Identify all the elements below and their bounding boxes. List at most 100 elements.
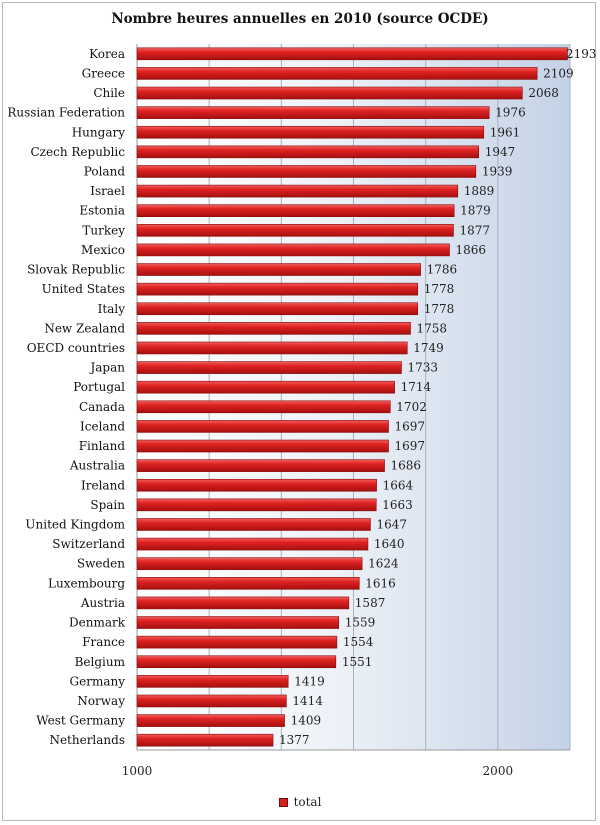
category-label: Korea [89, 47, 125, 61]
bar-finland [136, 439, 389, 453]
bar-japan [136, 361, 402, 374]
category-label: Spain [90, 498, 125, 512]
category-label: Netherlands [49, 733, 125, 747]
category-label: New Zealand [44, 321, 125, 335]
bar-new-zealand [136, 322, 411, 335]
category-label: Iceland [80, 419, 125, 433]
bar-ireland [136, 478, 377, 492]
category-label: Mexico [81, 243, 125, 257]
value-label: 1587 [355, 596, 386, 610]
value-label: 1664 [383, 478, 414, 492]
category-label: Japan [88, 361, 125, 375]
value-label: 1663 [382, 498, 413, 512]
category-label: United States [42, 282, 125, 296]
value-label: 1714 [401, 380, 432, 394]
value-label: 1624 [368, 557, 399, 571]
category-label: Austria [80, 596, 125, 610]
bar-belgium [136, 655, 337, 669]
bar-czech-republic [136, 145, 480, 159]
value-label: 1697 [395, 419, 426, 433]
value-label: 1554 [343, 635, 374, 649]
value-label: 2109 [543, 66, 574, 80]
x-tick-label: 2000 [483, 764, 514, 778]
category-label: Hungary [72, 125, 125, 139]
bar-sweden [136, 557, 363, 570]
bar-spain [136, 498, 377, 512]
value-label: 1640 [374, 537, 405, 551]
x-tick-label: 1000 [122, 764, 153, 778]
bar-united-states [136, 282, 419, 296]
category-label: Sweden [77, 557, 125, 571]
value-label: 1377 [279, 733, 310, 747]
category-label: Chile [93, 86, 125, 100]
bar-poland [136, 165, 477, 178]
legend-swatch [278, 798, 288, 807]
bar-russian-federation [136, 106, 490, 119]
bar-netherlands [136, 733, 274, 747]
bar-korea [136, 47, 568, 61]
bar-norway [136, 694, 287, 708]
bar-slovak-republic [136, 263, 421, 276]
bar-italy [136, 302, 419, 316]
value-label: 1559 [345, 616, 376, 630]
value-label: 1786 [427, 263, 458, 277]
value-label: 1733 [407, 361, 438, 375]
value-label: 1749 [413, 341, 444, 355]
category-label: Greece [82, 66, 125, 80]
category-label: West Germany [36, 714, 125, 728]
category-label: Czech Republic [31, 145, 126, 159]
value-label: 1877 [459, 223, 490, 237]
chart-title: Nombre heures annuelles en 2010 (source … [111, 11, 489, 27]
value-label: 1686 [391, 459, 422, 473]
value-label: 1702 [396, 400, 427, 414]
category-label: Norway [77, 694, 125, 708]
value-label: 1778 [424, 282, 455, 296]
category-label: OECD countries [27, 341, 125, 355]
bar-estonia [136, 204, 455, 217]
bar-australia [136, 459, 385, 472]
bar-portugal [136, 380, 395, 394]
bar-oecd-countries [136, 341, 408, 355]
category-label: Portugal [73, 380, 125, 394]
value-label: 1409 [291, 714, 322, 728]
category-label: Russian Federation [7, 106, 125, 120]
category-label: United Kingdom [25, 517, 125, 531]
category-label: Belgium [75, 655, 126, 669]
bar-united-kingdom [136, 518, 371, 531]
category-label: Canada [79, 400, 125, 414]
value-label: 1616 [365, 576, 396, 590]
legend: total [0, 795, 600, 809]
bar-canada [136, 400, 391, 414]
value-label: 1647 [376, 517, 407, 531]
value-label: 1879 [460, 204, 491, 218]
category-label: France [82, 635, 125, 649]
bar-austria [136, 596, 350, 610]
category-label: Finland [79, 439, 126, 453]
value-label: 1866 [455, 243, 486, 257]
bar-france [136, 635, 338, 649]
category-label: Germany [70, 674, 126, 688]
value-label: 1414 [292, 694, 323, 708]
value-label: 2193 [566, 47, 597, 61]
bar-denmark [136, 616, 340, 629]
bar-switzerland [136, 537, 369, 551]
bar-mexico [136, 243, 450, 257]
bar-hungary [136, 125, 485, 139]
bar-greece [136, 67, 538, 80]
value-label: 1778 [424, 302, 455, 316]
value-label: 1947 [485, 145, 516, 159]
category-label: Ireland [81, 478, 125, 492]
value-label: 1419 [294, 674, 325, 688]
category-label: Italy [98, 302, 126, 316]
category-label: Denmark [69, 616, 126, 630]
bar-iceland [136, 420, 389, 433]
category-label: Poland [84, 164, 126, 178]
value-label: 1697 [395, 439, 426, 453]
value-label: 1889 [464, 184, 495, 198]
value-label: 1961 [490, 125, 521, 139]
value-label: 1939 [482, 164, 513, 178]
category-label: Luxembourg [48, 576, 125, 590]
value-label: 2068 [528, 86, 559, 100]
bar-germany [136, 675, 289, 688]
